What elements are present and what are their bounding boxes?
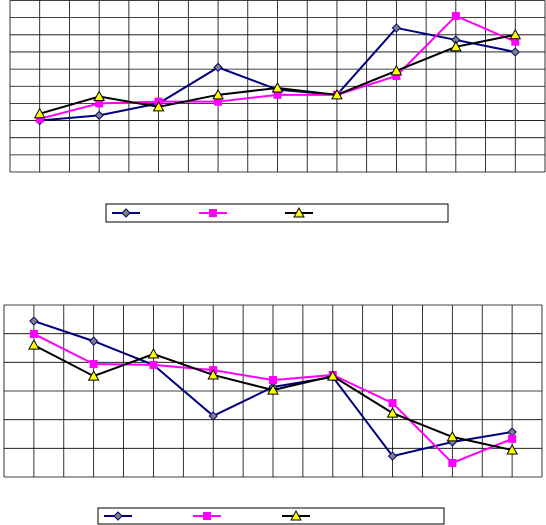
- point: [147, 347, 160, 359]
- point: [506, 444, 518, 455]
- point: [93, 90, 106, 102]
- legend-marker: [290, 509, 302, 521]
- point: [28, 339, 40, 350]
- point: [267, 384, 279, 395]
- point: [390, 64, 403, 76]
- point: [271, 81, 284, 93]
- point: [33, 107, 46, 119]
- point: [29, 316, 39, 326]
- point: [331, 88, 343, 100]
- point: [88, 336, 99, 346]
- point: [269, 376, 277, 385]
- point: [386, 407, 399, 418]
- point: [387, 451, 398, 461]
- point: [451, 11, 460, 20]
- legend: [105, 203, 449, 223]
- point: [449, 40, 462, 52]
- point: [87, 370, 100, 381]
- point: [388, 399, 397, 408]
- point: [212, 88, 224, 100]
- legend-marker: [293, 206, 305, 218]
- legend-marker: [209, 209, 217, 217]
- point: [29, 329, 38, 338]
- point: [510, 47, 520, 57]
- point: [391, 23, 402, 33]
- legend-marker: [113, 511, 123, 521]
- point: [149, 360, 158, 369]
- point: [207, 368, 220, 380]
- legend-marker: [203, 512, 211, 520]
- point: [152, 100, 165, 112]
- point: [446, 430, 459, 442]
- point: [326, 370, 339, 381]
- point: [448, 458, 457, 467]
- point: [508, 434, 517, 443]
- legend: [97, 507, 445, 525]
- legend-marker: [121, 208, 131, 218]
- point: [213, 62, 223, 73]
- point: [509, 28, 522, 40]
- point: [208, 411, 218, 421]
- point: [94, 110, 104, 121]
- point: [89, 360, 98, 369]
